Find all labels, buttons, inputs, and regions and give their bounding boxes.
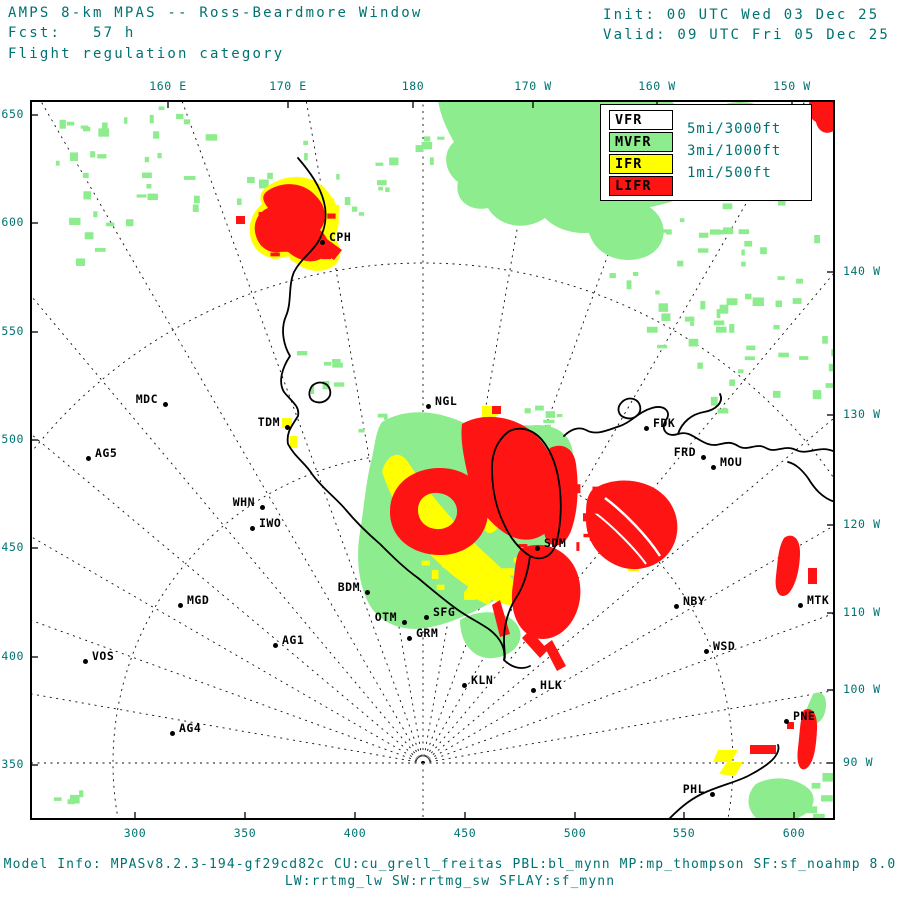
lifr-east-blob xyxy=(586,480,678,570)
axis-tick-label: 120 W xyxy=(843,517,881,531)
legend-threshold-vfr-mvfr: 5mi/3000ft xyxy=(687,121,782,137)
axis-tick-label: 170 E xyxy=(269,79,307,93)
coastline-ross-island xyxy=(308,381,332,404)
map-canvas xyxy=(30,100,835,820)
flight-category-legend: VFR MVFR IFR LIFR 5mi/3000ft 3mi/1000ft … xyxy=(600,104,812,201)
lifr-main-mass xyxy=(461,416,562,540)
coastline-victoria-land xyxy=(280,157,506,661)
axis-tick-label: 500 xyxy=(563,826,587,840)
axis-tick-label: 90 W xyxy=(843,755,874,769)
legend-threshold-mvfr-ifr: 3mi/1000ft xyxy=(687,143,782,159)
axis-tick-label: 350 xyxy=(233,826,257,840)
coastline-bay xyxy=(787,461,835,503)
axis-tick-label: 140 W xyxy=(843,264,881,278)
axis-tick-label: 180 xyxy=(401,79,425,93)
coastline-edward-vii xyxy=(669,744,780,819)
axis-tick-label: 650 xyxy=(1,107,24,121)
legend-swatch-ifr: IFR xyxy=(609,154,673,174)
coastline-layer xyxy=(280,157,835,819)
valid-time: Valid: 09 UTC Fri 05 Dec 25 xyxy=(603,27,890,43)
axis-tick-label: 400 xyxy=(1,649,24,663)
legend-swatch-lifr: LIFR xyxy=(609,176,673,196)
axis-tick-label: 170 W xyxy=(514,79,552,93)
axis-tick-label: 400 xyxy=(343,826,367,840)
map-plot: CPH MDC TDM NGL FDK FRD MOU WHN IWO SDM AG5 MGD BDM O… xyxy=(1,79,880,840)
axis-tick-label: 160 W xyxy=(638,79,676,93)
coastline-island-small xyxy=(617,397,642,420)
axis-tick-label: 550 xyxy=(1,324,24,338)
model-info-line2: LW:rrtmg_lw SW:rrtmg_sw SFLAY:sf_mynn xyxy=(284,874,616,889)
forecast-hour: Fcst: 57 h xyxy=(8,25,136,41)
axis-tick-label: 450 xyxy=(1,540,24,554)
page-title: AMPS 8-km MPAS -- Ross-Beardmore Window xyxy=(8,5,423,21)
axis-tick-label: 110 W xyxy=(843,605,881,619)
coastline-roosevelt xyxy=(677,393,722,435)
axis-tick-label: 450 xyxy=(453,826,477,840)
axis-tick-label: 130 W xyxy=(843,407,881,421)
axis-tick-label: 160 E xyxy=(149,79,187,93)
axis-tick-label: 150 W xyxy=(773,79,811,93)
axis-tick-label: 100 W xyxy=(843,682,881,696)
lifr-donut xyxy=(390,468,489,556)
axis-tick-label: 350 xyxy=(1,757,24,771)
product-name: Flight regulation category xyxy=(8,46,285,62)
axis-tick-label: 500 xyxy=(1,432,24,446)
axis-tick-label: 550 xyxy=(672,826,696,840)
model-info-line1: Model Info: MPASv8.2.3-194-gf29cd82c CU:… xyxy=(3,857,897,872)
init-time: Init: 00 UTC Wed 03 Dec 25 xyxy=(603,7,880,23)
legend-swatch-mvfr: MVFR xyxy=(609,132,673,152)
lifr-cph-blob xyxy=(254,184,329,262)
model-info: Model Info: MPASv8.2.3-194-gf29cd82c CU:… xyxy=(0,856,900,890)
map-frame xyxy=(30,100,835,820)
axis-tick-label: 300 xyxy=(123,826,147,840)
time-info: Init: 00 UTC Wed 03 Dec 25 Valid: 09 UTC… xyxy=(603,5,890,45)
axis-tick-label: 600 xyxy=(782,826,806,840)
mvfr-region-layer xyxy=(53,100,835,820)
axis-tick-label: 600 xyxy=(1,215,24,229)
coastline-loop-tail xyxy=(503,555,531,669)
legend-threshold-ifr-lifr: 1mi/500ft xyxy=(687,165,772,181)
legend-swatch-vfr: VFR xyxy=(609,110,673,130)
coastline-ice-edge-loop xyxy=(491,427,562,560)
